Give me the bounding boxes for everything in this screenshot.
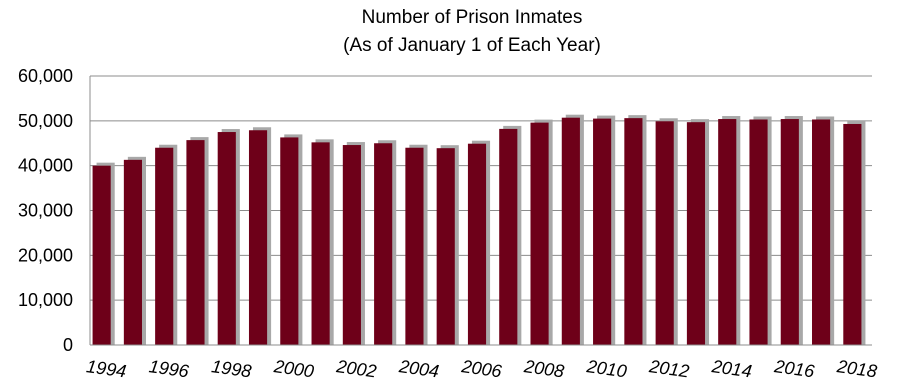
bar-1996: [155, 147, 174, 345]
bar-2011: [624, 118, 643, 345]
x-tick-label: 2004: [397, 356, 440, 382]
x-tick-label: 2014: [710, 356, 753, 382]
x-tick-label: 2012: [647, 356, 690, 382]
bar-2006: [467, 143, 487, 345]
x-tick-label: 2000: [272, 356, 315, 382]
y-tick-label: 20,000: [18, 245, 73, 265]
x-tick-label: 1994: [85, 356, 127, 381]
y-tick-label: 40,000: [18, 156, 73, 176]
chart-title: Number of Prison Inmates: [362, 7, 583, 28]
bar-2016: [780, 119, 799, 345]
bar-2014: [718, 119, 737, 345]
bar-2009: [561, 117, 580, 345]
x-tick-label: 2018: [835, 356, 878, 382]
x-tick-label: 1998: [210, 356, 252, 381]
x-tick-label: 2016: [772, 356, 816, 382]
bar-2003: [374, 143, 393, 345]
bars: [92, 114, 866, 345]
y-tick-label: 10,000: [18, 290, 73, 310]
y-tick-label: 50,000: [18, 111, 73, 131]
bar-2001: [311, 142, 330, 345]
bar-2013: [686, 122, 706, 345]
bar-2005: [436, 148, 455, 345]
x-tick-label: 2010: [585, 356, 628, 382]
bar-2004: [405, 147, 424, 345]
bar-2015: [749, 119, 768, 345]
bar-2008: [530, 122, 549, 345]
bar-2018: [843, 123, 862, 345]
chart-subtitle: (As of January 1 of Each Year): [343, 35, 601, 56]
x-tick-label: 2006: [459, 356, 503, 382]
bar-2017: [812, 119, 831, 345]
y-tick-label: 60,000: [18, 66, 73, 86]
bar-2007: [499, 128, 518, 345]
bar-1995: [123, 159, 142, 345]
bar-1998: [217, 132, 236, 345]
y-tick-label: 30,000: [18, 201, 73, 221]
bar-2010: [593, 118, 612, 345]
bar-1994: [92, 165, 111, 345]
bar-1999: [248, 130, 268, 345]
x-tick-label: 1996: [148, 356, 191, 382]
bar-2002: [342, 145, 361, 345]
y-tick-label: 0: [63, 335, 73, 355]
bar-2012: [655, 121, 674, 345]
bar-2000: [280, 137, 299, 345]
y-axis: 0 10,000 20,000 30,000 40,000 50,000 60,000: [18, 66, 91, 355]
bar-1997: [186, 140, 205, 345]
x-tick-label: 2002: [334, 356, 377, 382]
x-axis: 1994 1996 1998 2000 2002 2004 2006 2008 2010 2012…: [85, 344, 878, 382]
x-tick-label: 2008: [522, 356, 565, 382]
